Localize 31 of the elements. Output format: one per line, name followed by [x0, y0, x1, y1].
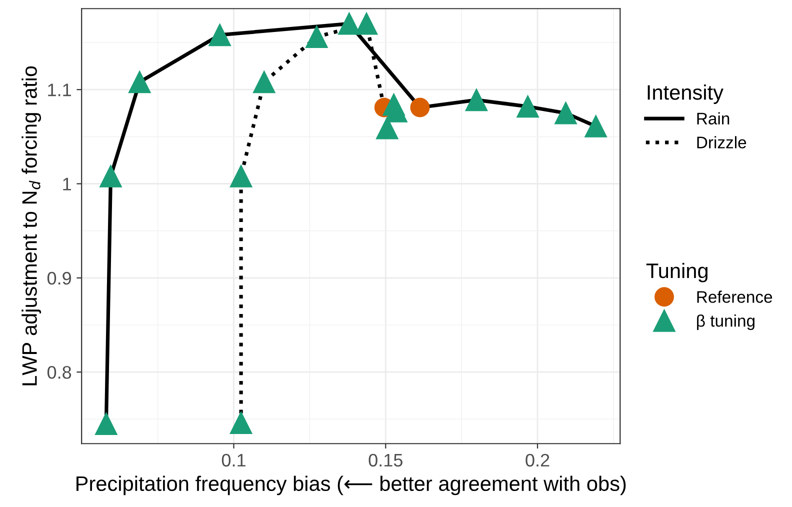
point	[554, 102, 577, 124]
point	[465, 88, 488, 112]
point	[253, 70, 276, 94]
point	[95, 412, 118, 435]
y-tick-label: 1.1	[48, 84, 71, 96]
text: Tuning	[646, 262, 708, 282]
legend-label: Rain	[697, 112, 730, 125]
x-tick-label: 0.2	[526, 454, 550, 467]
y-tick-label: 0.8	[47, 366, 72, 379]
point	[516, 95, 539, 118]
point	[208, 24, 231, 46]
y-tick-label: 0.9	[47, 272, 71, 285]
legend-label: Reference	[697, 290, 772, 303]
legend-label: β tuning	[697, 314, 754, 330]
y-tick-label: 1	[63, 178, 71, 190]
point	[376, 117, 398, 140]
point	[410, 98, 430, 118]
text: Intensity	[648, 84, 724, 104]
legend-label: Drizzle	[697, 136, 746, 148]
point	[584, 115, 607, 138]
point	[128, 70, 151, 94]
point	[230, 412, 252, 434]
point	[230, 165, 252, 188]
point	[355, 12, 378, 35]
y-axis-title: LWP adjustment to N$_{d}$ forcing ratio	[22, 66, 42, 386]
point	[338, 12, 360, 35]
point	[100, 165, 122, 188]
x-axis-title: Precipitation frequency bias (⟵ better agreement with obs)	[76, 476, 626, 496]
x-tick-label: 0.1	[222, 454, 246, 467]
point	[306, 26, 328, 48]
x-tick-label: 0.15	[368, 454, 402, 467]
